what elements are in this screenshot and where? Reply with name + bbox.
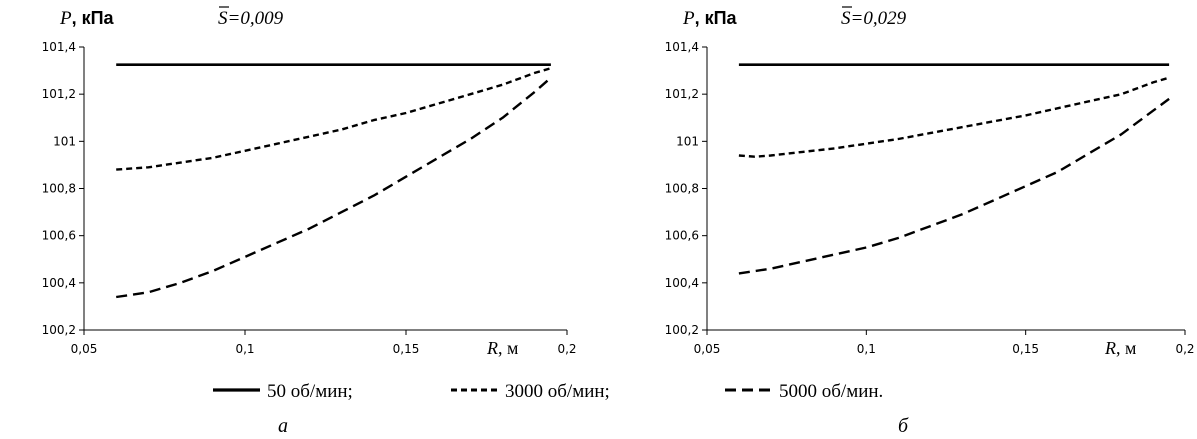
x-axis-label: R, м [1104, 338, 1136, 358]
x-tick-label: 0,05 [71, 342, 98, 356]
x-tick-label: 0,2 [1175, 342, 1194, 356]
series-line-dash-long [738, 97, 1170, 275]
series-line-dash-long [116, 76, 552, 299]
x-tick-label: 0,05 [694, 342, 721, 356]
y-tick-label: 101,4 [665, 40, 699, 54]
y-tick-label: 100,6 [665, 229, 699, 243]
y-tick-label: 100,8 [665, 182, 699, 196]
y-tick-label: 100,4 [42, 276, 76, 290]
y-tick-label: 101,2 [42, 87, 76, 101]
y-tick-label: 100,2 [665, 323, 699, 337]
legend-label: 3000 об/мин; [505, 381, 610, 402]
y-tick-label: 101,4 [42, 40, 76, 54]
y-tick-label: 101 [53, 134, 76, 148]
x-tick-label: 0,15 [1012, 342, 1039, 356]
chart-panel-b: 100,2 100,4 100,6 100,8 101 101,2 101,4 0,05 0,1… [665, 6, 1195, 358]
legend-label: 5000 об/мин. [779, 381, 883, 402]
y-tick-label: 101 [676, 134, 699, 148]
parameter-label: S=0,029 [841, 8, 907, 29]
panel-label-b: б [898, 415, 909, 437]
x-tick-label: 0,2 [557, 342, 576, 356]
x-tick-label: 0,15 [393, 342, 420, 356]
y-tick-label: 100,2 [42, 323, 76, 337]
y-tick-label: 100,4 [665, 276, 699, 290]
legend-label: 50 об/мин; [267, 381, 353, 402]
y-axis-label: P, кПа [682, 8, 738, 29]
parameter-label: S=0,009 [218, 8, 284, 29]
panel-label-a: а [278, 415, 288, 437]
x-axis-label: R, м [486, 338, 518, 358]
chart-panel-a: 100,2 100,4 100,6 100,8 101 101,2 101,4 0,05 0,1… [42, 6, 577, 358]
y-tick-label: 100,8 [42, 182, 76, 196]
series-line-dash-short [738, 76, 1170, 158]
legend: 50 об/мин; 3000 об/мин; 5000 об/мин. [213, 381, 883, 402]
y-axis-label: P, кПа [59, 8, 115, 29]
x-tick-label: 0,1 [235, 342, 254, 356]
series-line-dash-short [116, 67, 552, 171]
y-tick-label: 100,6 [42, 229, 76, 243]
y-tick-label: 101,2 [665, 87, 699, 101]
x-tick-label: 0,1 [857, 342, 876, 356]
